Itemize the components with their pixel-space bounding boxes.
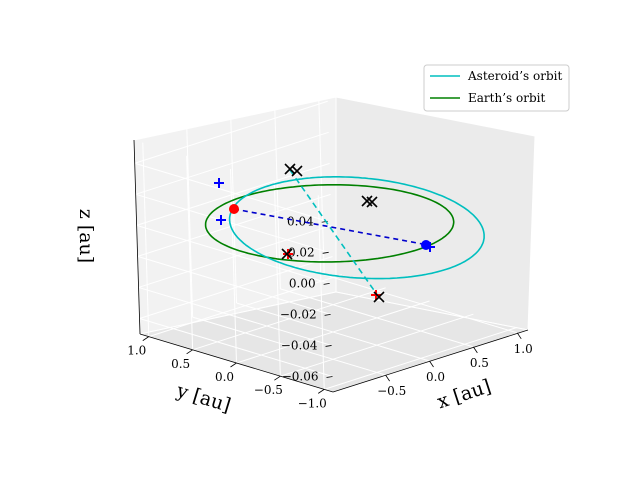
earth-orbit-line bbox=[204, 184, 455, 263]
y-tick-label: 0.5 bbox=[171, 357, 190, 371]
y-grid-floor bbox=[192, 287, 386, 351]
y-tick bbox=[186, 349, 193, 355]
z-grid-left bbox=[136, 224, 330, 284]
y-grid-floor bbox=[236, 300, 430, 364]
y-tick-label: 0.0 bbox=[215, 370, 234, 384]
node-line bbox=[233, 208, 429, 246]
z-grid-left bbox=[134, 162, 328, 222]
z-tick bbox=[324, 314, 331, 316]
x-tick bbox=[429, 360, 434, 368]
z-grid-left bbox=[137, 255, 331, 315]
z-grid-right bbox=[139, 256, 333, 319]
z-tick-label: 0.00 bbox=[289, 276, 316, 290]
z-tick-label: −0.06 bbox=[282, 369, 319, 383]
descending-node-dot bbox=[229, 204, 239, 214]
z-grid-left bbox=[139, 318, 333, 377]
z-grid-left bbox=[138, 286, 332, 346]
z-grid-left bbox=[135, 193, 329, 253]
y-grid-left bbox=[142, 142, 150, 337]
z-tick bbox=[323, 282, 330, 285]
z-grid-right bbox=[134, 100, 328, 164]
legend: Asteroid’s orbit Earth’s orbit bbox=[423, 64, 570, 112]
black-x-marker bbox=[366, 196, 378, 208]
tick-group: −0.5 0.0 0.5 1.0 −1.0 −0.5 0.0 0.5 1.0 −0.06 −0.04… bbox=[127, 214, 533, 410]
y-tick-label: −0.5 bbox=[254, 383, 283, 397]
x-tick bbox=[516, 332, 522, 340]
z-tick-label: −0.04 bbox=[281, 338, 318, 352]
z-grid-right bbox=[138, 224, 332, 288]
y-grid-left bbox=[317, 195, 325, 390]
legend-label-earth: Earth’s orbit bbox=[468, 91, 545, 105]
grid-lines bbox=[134, 80, 518, 390]
x-tick bbox=[473, 346, 478, 354]
orbit-curves bbox=[204, 169, 485, 297]
y-tick bbox=[274, 375, 281, 381]
x-tick-label: 0.5 bbox=[470, 356, 489, 370]
marker-group bbox=[214, 163, 435, 303]
y-tick bbox=[230, 362, 237, 368]
asteroid-dashed-segment bbox=[289, 169, 379, 297]
y-axis-label: y [au] bbox=[173, 379, 233, 416]
y-grid-left bbox=[273, 182, 281, 377]
ascending-node-dot bbox=[421, 240, 431, 250]
black-x-marker bbox=[361, 195, 373, 207]
x-tick-label: −0.5 bbox=[377, 384, 406, 398]
pane-back-right bbox=[335, 96, 536, 331]
legend-box bbox=[423, 64, 570, 112]
y-grid-left bbox=[186, 155, 194, 350]
y-grid-floor bbox=[148, 274, 342, 338]
black-x-marker bbox=[284, 163, 296, 175]
z-tick-label: 0.02 bbox=[288, 245, 315, 259]
z-axis-line bbox=[133, 139, 141, 335]
x-tick-label: 1.0 bbox=[514, 342, 533, 356]
x-grid-back bbox=[273, 94, 281, 289]
z-grid-right bbox=[137, 193, 331, 257]
black-x-marker bbox=[373, 291, 385, 303]
y-grid-floor bbox=[324, 326, 518, 390]
z-tick bbox=[325, 345, 332, 347]
black-x-marker bbox=[291, 165, 303, 177]
z-grid-right bbox=[136, 162, 330, 226]
y-tick-label: −1.0 bbox=[298, 396, 327, 410]
y-grid-floor bbox=[280, 313, 474, 377]
z-tick bbox=[322, 251, 329, 254]
x-axis-line bbox=[332, 329, 529, 393]
z-tick-label: −0.02 bbox=[280, 307, 317, 321]
x-tick bbox=[385, 374, 390, 382]
black-x-marker bbox=[281, 248, 293, 260]
x-tick-label: 0.0 bbox=[426, 370, 445, 384]
z-axis-label: z [au] bbox=[75, 209, 97, 263]
z-grid-right bbox=[135, 131, 329, 195]
asteroid-orbit-line bbox=[228, 176, 485, 280]
y-tick-label: 1.0 bbox=[127, 344, 146, 358]
y-tick bbox=[318, 389, 325, 394]
y-tick bbox=[142, 336, 149, 341]
legend-label-asteroid: Asteroid’s orbit bbox=[467, 69, 562, 83]
x-grid-back bbox=[186, 123, 194, 318]
z-tick bbox=[326, 376, 333, 378]
